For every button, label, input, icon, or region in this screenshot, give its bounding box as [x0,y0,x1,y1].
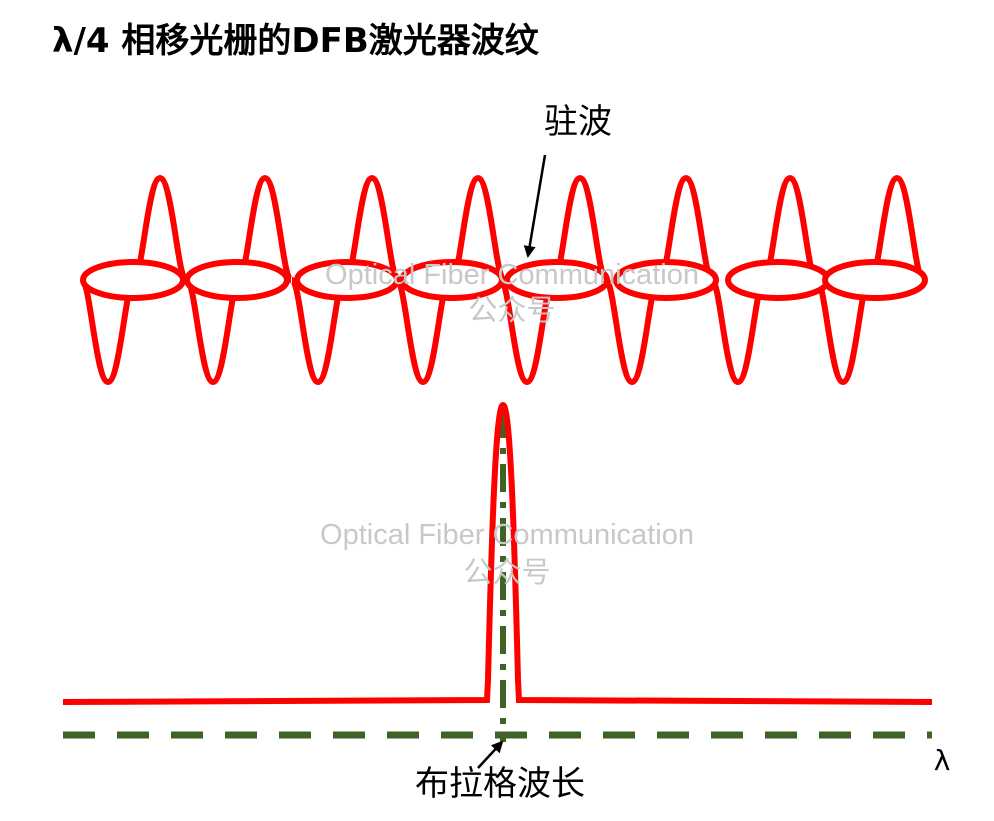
mode-ellipse [613,259,719,301]
bragg-label: 布拉格波长 [415,764,585,804]
standing-wave [79,174,928,386]
mode-ellipse [80,259,186,301]
wave-lobe [236,174,294,283]
wave-lobe [449,174,507,283]
title: λ/4 相移光栅的DFB激光器波纹 [52,21,540,61]
wave-lobe [761,174,819,283]
watermark: 公众号 [468,295,555,327]
mode-ellipse [399,259,505,301]
mode-ellipse [184,259,290,301]
spectrum [62,401,933,705]
wave-lobe [184,277,242,386]
wave-lobe [79,277,137,386]
wave-lobe [131,174,189,283]
wave-lobe [603,277,661,386]
mode-ellipse [504,259,610,301]
standing-wave-label: 驻波 [544,102,612,142]
mode-ellipse [822,259,928,301]
wave-lobe [868,174,926,283]
arrow [523,154,547,258]
axis-label: λ [934,744,951,777]
wave-lobe [814,277,872,386]
wave-lobe [551,174,609,283]
watermark: 公众号 [463,557,550,589]
wave-lobe [709,277,767,386]
wave-lobe [343,174,401,283]
arrow [477,740,504,769]
watermark: Optical Fiber Communication [325,259,699,291]
wave-lobe [657,174,715,283]
wave-lobe [394,277,452,386]
wave-lobe [498,277,556,386]
wave-lobe [289,277,347,386]
watermark: Optical Fiber Communication [320,519,694,551]
mode-ellipse [725,259,831,301]
mode-ellipse [294,259,400,301]
